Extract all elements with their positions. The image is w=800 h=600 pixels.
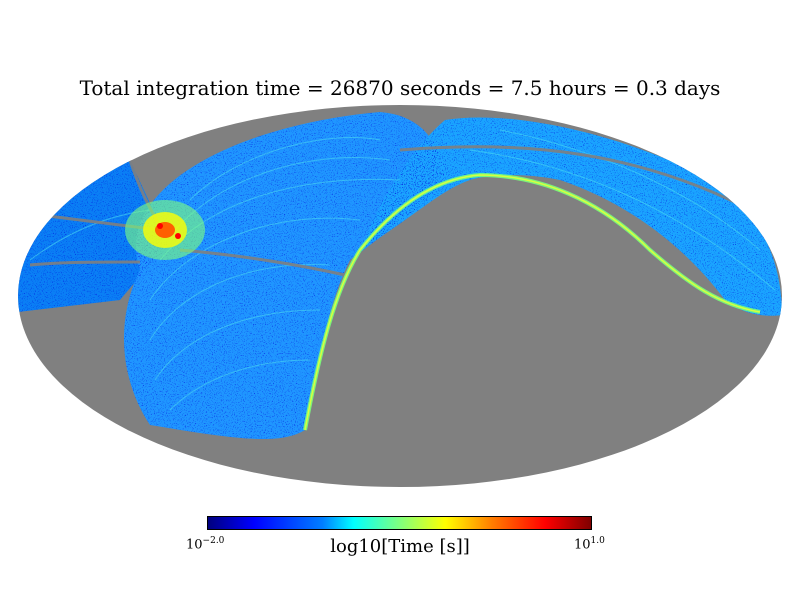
- coverage-region: [18, 112, 782, 440]
- colorbar-max-base: 10: [574, 537, 591, 553]
- colorbar: [207, 516, 592, 530]
- colorbar-label: log10[Time [s]]: [330, 536, 470, 557]
- colorbar-max-exponent: 1.0: [590, 536, 605, 546]
- colorbar-min-base: 10: [186, 537, 203, 553]
- colorbar-min-label: 10−2.0: [186, 536, 224, 552]
- colorbar-max-label: 101.0: [574, 536, 605, 552]
- coverage-hotspot: [125, 200, 205, 260]
- colorbar-min-exponent: −2.0: [202, 536, 225, 546]
- chart-title: Total integration time = 26870 seconds =…: [79, 76, 721, 100]
